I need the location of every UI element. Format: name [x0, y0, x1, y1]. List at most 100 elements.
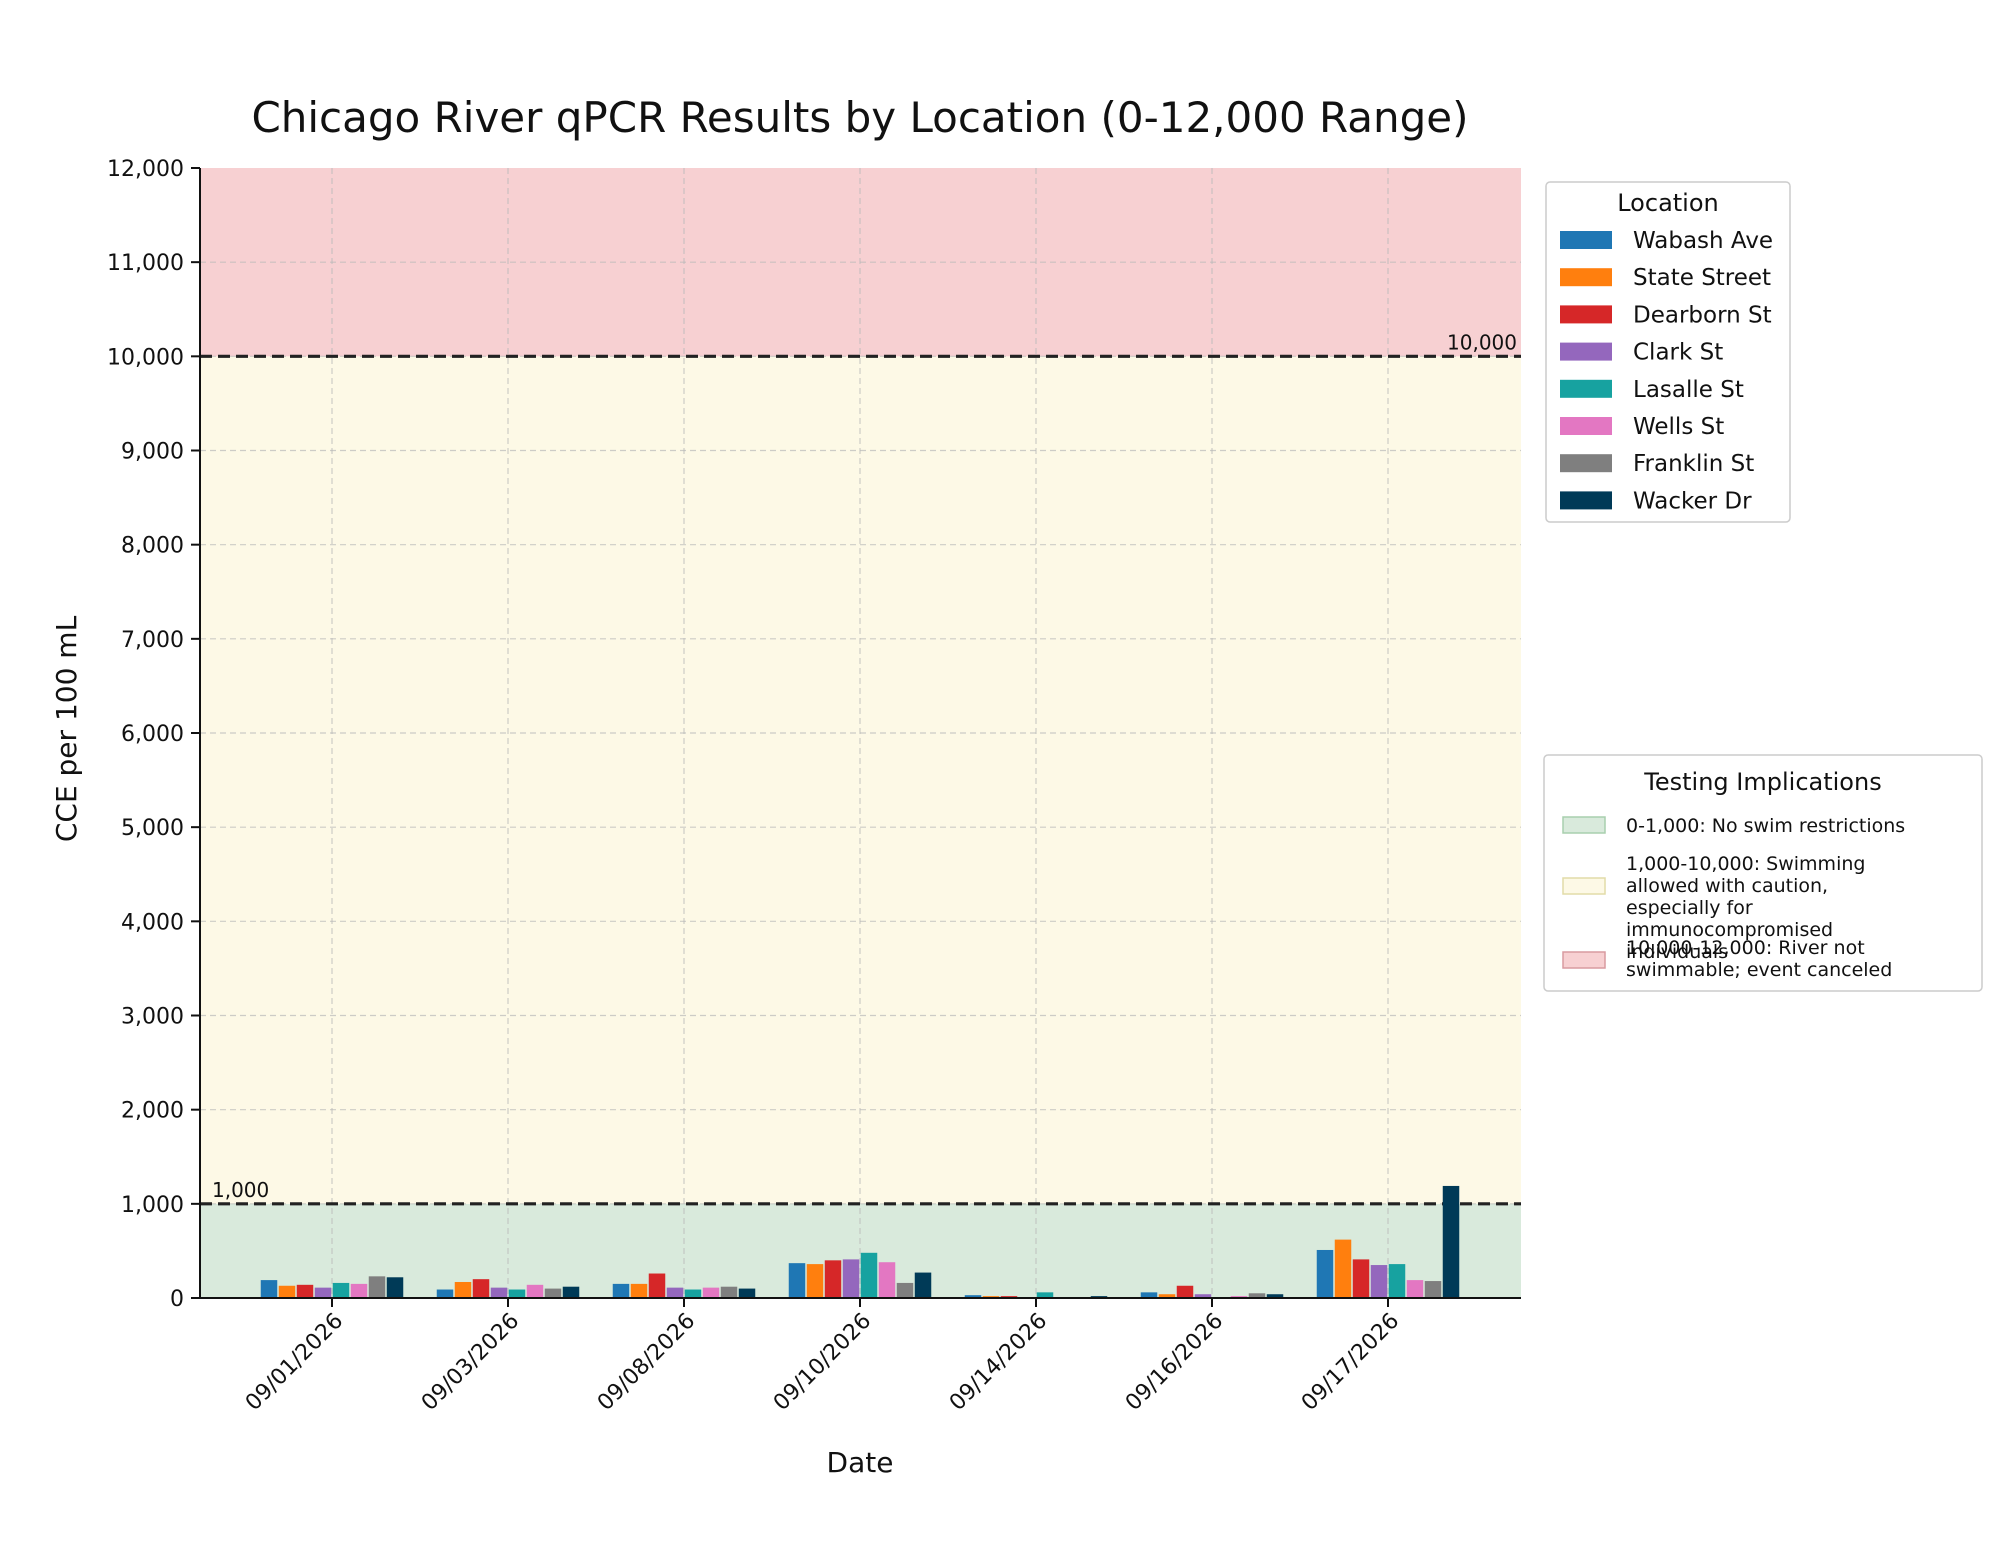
- y-tick-label-5: 5,000: [121, 816, 184, 841]
- legend-label-6: Franklin St: [1633, 451, 1754, 477]
- zone-legend-swatch-1: [1562, 877, 1606, 895]
- bar-wells-st-3: [878, 1262, 896, 1298]
- bar-wells-st-1: [526, 1284, 544, 1298]
- bar-franklin-st-3: [896, 1282, 914, 1298]
- bar-lasalle-st-2: [684, 1289, 702, 1298]
- bar-wacker-dr-2: [738, 1288, 756, 1298]
- y-tick-label-0: 0: [170, 1287, 184, 1312]
- testing-implications-legend: Testing Implications 0-1,000: No swim re…: [1543, 754, 1983, 992]
- y-tick-label-4: 4,000: [121, 910, 184, 935]
- legend-swatch-2: [1560, 305, 1612, 324]
- y-tick-label-3: 3,000: [121, 1005, 184, 1030]
- y-tick-label-12: 12,000: [107, 157, 184, 182]
- legend-label-1: State Street: [1633, 265, 1771, 291]
- grid-layer: [200, 168, 1521, 1298]
- legend-swatch-5: [1560, 417, 1612, 435]
- legend-label-2: Dearborn St: [1633, 302, 1772, 328]
- bar-wabash-ave-2: [612, 1283, 630, 1298]
- bar-dearborn-st-5: [1176, 1285, 1194, 1298]
- legend-label-3: Clark St: [1633, 340, 1723, 366]
- bar-dearborn-st-2: [648, 1273, 666, 1298]
- threshold-label-1: 10,000: [1447, 330, 1517, 354]
- location-legend-frame: [1545, 181, 1791, 523]
- x-tick-label-4: 09/14/2026: [945, 1309, 1052, 1416]
- threshold-layer: 1,000 10,000: [200, 330, 1521, 1206]
- y-tick-label-9: 9,000: [121, 440, 184, 465]
- bar-wabash-ave-0: [260, 1280, 278, 1298]
- x-tick-label-2: 09/08/2026: [593, 1309, 700, 1416]
- y-tick-label-7: 7,000: [121, 628, 184, 653]
- bar-state-street-0: [278, 1285, 296, 1298]
- bar-wabash-ave-1: [436, 1289, 454, 1298]
- bar-lasalle-st-6: [1388, 1264, 1406, 1298]
- bar-state-street-2: [630, 1283, 648, 1298]
- location-legend: Location Wabash Ave State Street Dearborn …: [1545, 181, 1791, 523]
- bar-franklin-st-1: [544, 1288, 562, 1298]
- bar-state-street-5: [1158, 1294, 1176, 1298]
- bar-clark-st-3: [842, 1259, 860, 1298]
- zone-legend-swatch-2: [1562, 951, 1606, 969]
- legend-label-5: Wells St: [1633, 414, 1724, 440]
- bar-dearborn-st-0: [296, 1284, 314, 1298]
- y-tick-label-11: 11,000: [107, 251, 184, 276]
- y-tick-label-2: 2,000: [121, 1099, 184, 1124]
- chart-title: Chicago River qPCR Results by Location (…: [251, 93, 1468, 142]
- bar-lasalle-st-3: [860, 1252, 878, 1298]
- bar-wabash-ave-5: [1140, 1292, 1158, 1298]
- bar-wells-st-2: [702, 1287, 720, 1298]
- y-ticks: 0 1,000 2,000 3,000 4,000 5,000 6,000 7,000 8,00…: [107, 157, 200, 1312]
- x-tick-label-1: 09/03/2026: [417, 1309, 524, 1416]
- bar-franklin-st-0: [368, 1276, 386, 1298]
- bar-wells-st-0: [350, 1283, 368, 1298]
- bar-wacker-dr-3: [914, 1272, 932, 1298]
- bar-wells-st-6: [1406, 1280, 1424, 1298]
- bar-clark-st-6: [1370, 1265, 1388, 1298]
- bar-wabash-ave-6: [1316, 1249, 1334, 1298]
- legend-swatch-1: [1560, 268, 1612, 287]
- zone-legend-label-0: 0-1,000: No swim restrictions: [1626, 815, 1905, 837]
- bar-lasalle-st-4: [1036, 1292, 1054, 1298]
- zone-legend-swatch-0: [1562, 816, 1606, 834]
- bar-wacker-dr-6: [1442, 1185, 1460, 1298]
- bar-clark-st-5: [1194, 1294, 1212, 1298]
- legend-swatch-7: [1560, 491, 1612, 510]
- bar-state-street-3: [806, 1264, 824, 1298]
- legend-swatch-4: [1560, 379, 1612, 398]
- x-tick-label-0: 09/01/2026: [241, 1309, 348, 1416]
- legend-label-7: Wacker Dr: [1633, 488, 1752, 514]
- bar-lasalle-st-0: [332, 1282, 350, 1298]
- legend-label-0: Wabash Ave: [1633, 228, 1773, 254]
- bar-state-street-6: [1334, 1239, 1352, 1298]
- bar-dearborn-st-3: [824, 1260, 842, 1298]
- zones-legend-title: Testing Implications: [1643, 768, 1881, 796]
- threshold-label-0: 1,000: [212, 1178, 269, 1202]
- bar-wacker-dr-1: [562, 1286, 580, 1298]
- bar-clark-st-1: [490, 1287, 508, 1298]
- bar-dearborn-st-1: [472, 1279, 490, 1298]
- x-tick-label-3: 09/10/2026: [769, 1309, 876, 1416]
- bars-layer: [260, 1185, 1460, 1298]
- y-tick-label-8: 8,000: [121, 534, 184, 559]
- bar-wabash-ave-4: [964, 1295, 982, 1298]
- y-tick-label-1: 1,000: [121, 1193, 184, 1218]
- x-axis-label: Date: [827, 1446, 894, 1479]
- x-ticks: 09/01/2026 09/03/2026 09/08/2026 09/10/2026…: [241, 1298, 1404, 1416]
- x-tick-label-5: 09/16/2026: [1121, 1309, 1228, 1416]
- legend-label-4: Lasalle St: [1633, 377, 1744, 403]
- legend-swatch-6: [1560, 454, 1612, 473]
- zone-legend-label-2: 10,000-12,000: River not swimmable; event…: [1626, 937, 1892, 981]
- zone-legend-label-1: 1,000-10,000: Swimming allowed with cauti…: [1626, 853, 1865, 963]
- y-tick-label-10: 10,000: [107, 345, 184, 370]
- bar-franklin-st-6: [1424, 1281, 1442, 1298]
- bar-wacker-dr-5: [1266, 1294, 1284, 1298]
- bar-wacker-dr-0: [386, 1277, 404, 1298]
- bar-dearborn-st-6: [1352, 1259, 1370, 1298]
- zones-legend-frame: [1543, 754, 1983, 992]
- bar-franklin-st-5: [1248, 1293, 1266, 1298]
- legend-swatch-0: [1560, 231, 1612, 249]
- bar-lasalle-st-1: [508, 1289, 526, 1298]
- bar-wabash-ave-3: [788, 1263, 806, 1298]
- x-tick-label-6: 09/17/2026: [1297, 1309, 1404, 1416]
- bar-state-street-1: [454, 1281, 472, 1298]
